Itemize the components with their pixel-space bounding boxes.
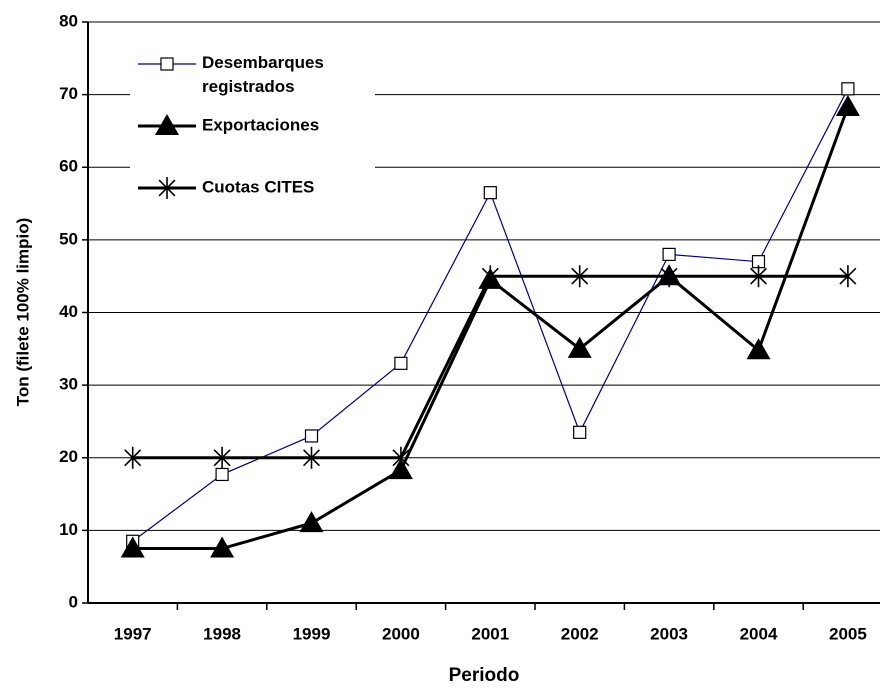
marker (303, 446, 320, 469)
y-tick-label: 80 (59, 11, 78, 30)
marker (215, 467, 229, 482)
legend-label: Exportaciones (202, 115, 319, 134)
y-tick-label: 60 (59, 157, 78, 176)
x-tick-label: 1997 (114, 624, 152, 643)
marker (483, 186, 497, 200)
marker (841, 82, 855, 96)
marker (120, 536, 145, 558)
series-line (132, 274, 848, 460)
legend-label: Desembarques registrados (202, 53, 324, 96)
marker (839, 265, 857, 288)
x-tick-label: 2000 (382, 624, 420, 643)
marker (392, 446, 410, 469)
marker (660, 265, 678, 288)
marker (155, 114, 179, 135)
marker (662, 247, 676, 261)
marker (158, 177, 176, 199)
y-axis-label: Ton (filete 100% limpio) (13, 218, 32, 407)
marker (210, 536, 235, 558)
marker (304, 429, 319, 443)
marker (835, 94, 860, 116)
marker (573, 425, 587, 439)
x-tick-label: 2001 (471, 624, 509, 643)
marker (124, 446, 142, 469)
x-tick-label: 2002 (561, 624, 599, 643)
y-tick-label: 50 (59, 229, 78, 248)
x-axis-label: Periodo (449, 665, 520, 686)
x-tick-label: 2003 (650, 624, 688, 643)
x-tick-label: 2005 (829, 624, 867, 643)
x-tick-label: 2004 (740, 624, 778, 643)
marker (213, 446, 231, 469)
marker (750, 265, 767, 288)
y-tick-label: 10 (59, 520, 78, 539)
marker (746, 338, 771, 360)
x-tick-label: 1998 (203, 624, 241, 643)
marker (571, 265, 589, 288)
marker (299, 511, 324, 533)
marker (567, 336, 592, 358)
marker (160, 57, 174, 71)
x-tick-label: 1999 (293, 624, 331, 643)
marker (481, 265, 499, 288)
y-tick-label: 40 (59, 302, 78, 321)
marker (394, 356, 408, 370)
legend-label: Cuotas CITES (202, 177, 314, 196)
y-tick-label: 70 (59, 84, 78, 103)
y-tick-label: 30 (59, 375, 78, 394)
y-tick-label: 20 (59, 447, 78, 466)
y-tick-label: 0 (69, 592, 78, 611)
